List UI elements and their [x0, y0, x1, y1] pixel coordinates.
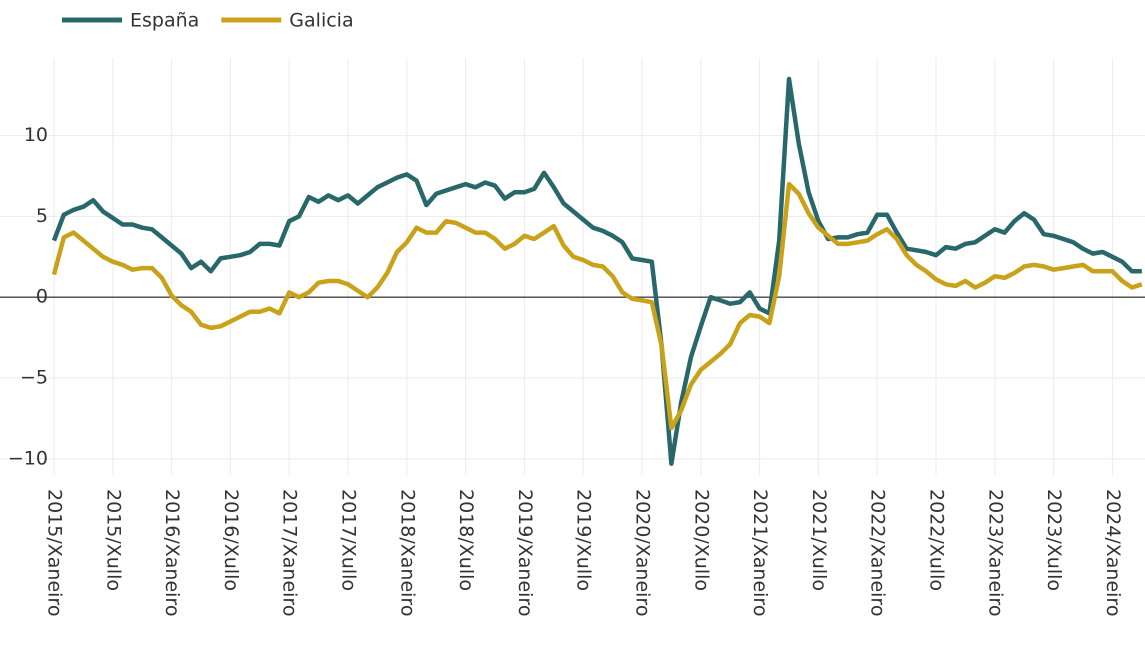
y-tick-label: −10: [8, 447, 48, 469]
series-line: [51, 76, 1142, 466]
x-tick-label: 2020/Xaneiro: [632, 489, 654, 616]
x-tick-label: 2015/Xullo: [102, 489, 124, 591]
x-tick-label: 2017/Xaneiro: [279, 489, 301, 616]
x-tick-label: 2018/Xaneiro: [396, 489, 418, 616]
x-tick-label: 2019/Xullo: [573, 489, 595, 591]
y-tick-label: −5: [20, 367, 48, 389]
x-tick-label: 2018/Xullo: [455, 489, 477, 591]
x-tick-label: 2021/Xullo: [808, 489, 830, 591]
y-tick-label: 5: [36, 205, 48, 227]
x-tick-label: 2023/Xaneiro: [984, 489, 1006, 616]
x-tick-label: 2021/Xaneiro: [749, 489, 771, 616]
x-tick-label: 2017/Xullo: [338, 489, 360, 591]
x-tick-label: 2015/Xaneiro: [44, 489, 66, 616]
x-tick-label: 2023/Xullo: [1043, 489, 1065, 591]
x-tick-label: 2024/Xaneiro: [1102, 489, 1124, 616]
legend-label: España: [130, 10, 199, 32]
x-tick-label: 2016/Xullo: [220, 489, 242, 591]
x-tick-label: 2016/Xaneiro: [161, 489, 183, 616]
x-tick-label: 2020/Xullo: [690, 489, 712, 591]
x-tick-label: 2022/Xaneiro: [867, 489, 889, 616]
legend-label: Galicia: [289, 10, 353, 32]
x-tick-label: 2022/Xullo: [926, 489, 948, 591]
y-tick-label: 0: [36, 286, 48, 308]
x-tick-label: 2019/Xaneiro: [514, 489, 536, 616]
y-tick-label: 10: [24, 124, 48, 146]
series-line: [51, 181, 1143, 431]
